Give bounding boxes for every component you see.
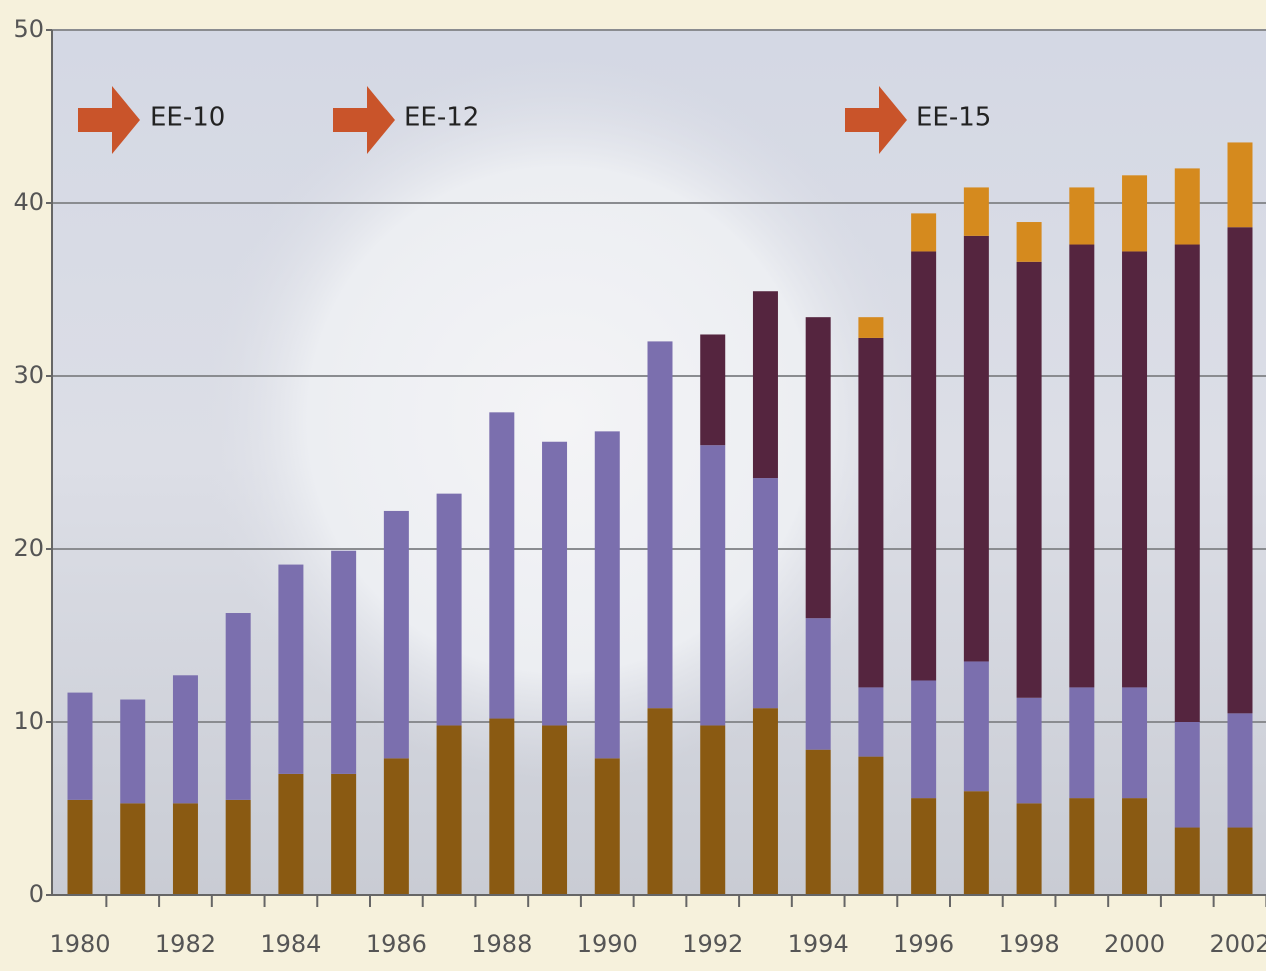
bar-segment: [1069, 687, 1095, 799]
bar-segment: [225, 799, 251, 895]
bar-segment: [752, 708, 778, 895]
y-tick-label: 40: [13, 188, 44, 216]
bar-segment: [911, 251, 937, 681]
bar-segment: [911, 680, 937, 799]
bar-segment: [963, 235, 989, 662]
x-tick-label: 1994: [788, 930, 849, 958]
annotation: EE-12: [404, 103, 479, 133]
bar-segment: [858, 687, 884, 757]
bar-segment: [1069, 798, 1095, 895]
bar-segment: [805, 317, 831, 619]
bar-segment: [1069, 244, 1095, 688]
bar-segment: [805, 749, 831, 895]
bar-segment: [647, 341, 673, 709]
bar-segment: [594, 431, 620, 759]
bar-segment: [858, 337, 884, 688]
bar-segment: [1227, 827, 1253, 895]
bar-segment: [805, 618, 831, 750]
bar-segment: [1227, 227, 1253, 714]
bar-segment: [1174, 168, 1200, 245]
bar-segment: [383, 758, 409, 895]
x-tick-label: 2002: [1209, 930, 1266, 958]
bar-segment: [172, 803, 198, 895]
bar-segment: [752, 291, 778, 479]
x-tick-label: 2000: [1104, 930, 1165, 958]
bar-segment: [1227, 142, 1253, 228]
bar-segment: [1174, 244, 1200, 722]
x-tick-label: 1982: [155, 930, 216, 958]
bar-segment: [172, 675, 198, 804]
bar-segment: [1069, 187, 1095, 245]
bar-segment: [278, 773, 304, 895]
bar-segment: [858, 756, 884, 895]
annotation-arrows: [78, 86, 907, 154]
bar-segment: [542, 725, 568, 895]
bar-segment: [120, 699, 146, 804]
bar-segment: [67, 692, 93, 800]
x-tick-label: 1990: [577, 930, 638, 958]
arrow: [78, 86, 140, 154]
bar-segment: [1122, 687, 1148, 799]
bar-segment: [1174, 827, 1200, 895]
bar-segment: [278, 564, 304, 774]
bar-segment: [858, 317, 884, 338]
bar-segment: [67, 799, 93, 895]
bar-segment: [331, 773, 357, 895]
y-tick-label: 0: [29, 880, 44, 908]
bar-segment: [436, 493, 462, 726]
bar-segment: [594, 758, 620, 895]
bar-segment: [331, 550, 357, 774]
bar-segment: [911, 798, 937, 895]
bar-segment: [647, 708, 673, 895]
bar-segment: [436, 725, 462, 895]
bar-segment: [225, 613, 251, 800]
bar-segment: [963, 661, 989, 792]
bar-segment: [963, 791, 989, 895]
bar-segment: [963, 187, 989, 236]
annotation: EE-10: [150, 103, 225, 133]
bar-segment: [383, 510, 409, 759]
bar-segment: [1122, 251, 1148, 688]
bar-segment: [120, 803, 146, 895]
y-tick-label: 20: [13, 534, 44, 562]
y-tick-label: 10: [13, 707, 44, 735]
bar-segment: [1122, 798, 1148, 895]
x-tick-label: 1980: [49, 930, 110, 958]
arrow: [333, 86, 395, 154]
bar-segment: [911, 213, 937, 252]
background-image: [200, 60, 920, 780]
x-tick-label: 1998: [999, 930, 1060, 958]
bar-segment: [700, 445, 726, 726]
bar-segment: [1016, 261, 1042, 698]
bar-segment: [489, 718, 515, 895]
x-tick-label: 1984: [260, 930, 321, 958]
x-tick-label: 1986: [366, 930, 427, 958]
bar-segment: [1227, 713, 1253, 828]
annotation: EE-15: [916, 103, 991, 133]
x-tick-label: 1996: [893, 930, 954, 958]
bar-segment: [1174, 722, 1200, 828]
arrow: [845, 86, 907, 154]
x-tick-label: 1988: [471, 930, 532, 958]
x-tick-label: 1992: [682, 930, 743, 958]
y-tick-label: 30: [13, 361, 44, 389]
bar-segment: [1016, 803, 1042, 895]
bar-segment: [1122, 175, 1148, 252]
bar-segment: [1016, 697, 1042, 804]
bar-segment: [489, 412, 515, 719]
bar-segment: [700, 725, 726, 895]
bar-segment: [1016, 222, 1042, 262]
bar-segment: [542, 441, 568, 726]
bar-segment: [700, 334, 726, 446]
bar-segment: [752, 478, 778, 709]
y-tick-label: 50: [13, 15, 44, 43]
